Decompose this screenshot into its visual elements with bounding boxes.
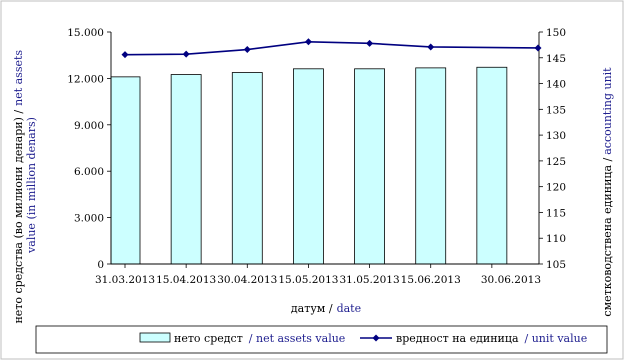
legend-box <box>35 325 608 354</box>
y-left-tick-label: 12.000 <box>67 73 104 85</box>
legend-line-label-mk: вредност на единица <box>396 332 519 345</box>
right-tick-labels: 105 110 115 120 125 130 135 140 145 150 <box>546 27 566 271</box>
bar-5 <box>354 68 385 265</box>
y-right-label: сметководствена единица / accounting unit <box>601 67 614 317</box>
x-tick-label: 15.06.2013 <box>401 274 461 286</box>
legend-bar-swatch <box>139 332 171 343</box>
y-right-tick-label: 115 <box>546 207 566 219</box>
unit-value-point-3 <box>243 46 251 54</box>
x-tick-label: 31.05.2013 <box>340 274 400 286</box>
unit-value-point-4 <box>304 38 312 46</box>
x-tick-labels: 31.03.2013 15.04.2013 30.04.2013 15.05.2013… <box>95 274 541 286</box>
y-left-label-en-1: net assets <box>12 50 25 106</box>
legend-line-label: вредност на единица / unit value <box>396 332 587 345</box>
x-axis-label: датум / date <box>291 302 361 315</box>
y-left-label: нето средства (во милиони денари) / net a… <box>12 46 38 323</box>
bar-6 <box>415 67 447 265</box>
y-left-tick-label: 15.000 <box>67 27 104 39</box>
unit-value-point-5 <box>366 39 374 47</box>
unit-value-point-7 <box>534 44 542 52</box>
y-left-label-mk: нето средства (во милиони денари) / <box>12 110 25 324</box>
bar-1 <box>110 76 141 265</box>
x-axis-label-mk: датум / <box>291 302 333 315</box>
x-tick-label: 30.06.2013 <box>481 274 541 286</box>
bar-3 <box>231 72 263 265</box>
legend: нето средст / net assets value вредност н… <box>35 325 608 354</box>
unit-value-line-group <box>121 38 542 59</box>
x-tick-label: 31.03.2013 <box>95 274 155 286</box>
y-right-tick-label: 140 <box>546 79 566 91</box>
bar-2 <box>170 74 202 265</box>
unit-value-point-2 <box>182 50 190 58</box>
bar-7 <box>476 66 508 265</box>
axes-group <box>107 31 543 268</box>
bar-4 <box>293 68 324 265</box>
y-left-tick-label: 0 <box>97 259 104 271</box>
unit-value-point-6 <box>427 43 435 51</box>
unit-value-point-1 <box>121 51 129 59</box>
legend-bar-label-en: / net assets value <box>249 332 346 345</box>
y-right-tick-label: 105 <box>546 259 566 271</box>
legend-line-label-en: / unit value <box>525 332 588 345</box>
x-axis-label-en: date <box>337 302 362 315</box>
y-right-tick-label: 150 <box>546 27 566 39</box>
x-tick-label: 15.04.2013 <box>156 274 216 286</box>
y-right-tick-label: 145 <box>546 53 566 65</box>
y-right-label-en: accounting unit <box>601 67 614 155</box>
y-right-label-mk: сметководствена единица / <box>601 157 614 316</box>
y-right-tick-label: 120 <box>546 182 566 194</box>
bars-group <box>110 66 508 265</box>
y-left-tick-label: 9.000 <box>74 120 104 132</box>
y-left-tick-label: 6.000 <box>74 166 104 178</box>
left-tick-labels: 0 3.000 6.000 9.000 12.000 15.000 <box>67 27 104 271</box>
legend-bar-label-mk: нето средст <box>174 332 243 345</box>
x-tick-label: 15.05.2013 <box>278 274 338 286</box>
y-right-tick-label: 135 <box>546 104 566 116</box>
y-right-tick-label: 130 <box>546 130 566 142</box>
y-left-tick-label: 3.000 <box>74 213 104 225</box>
y-right-tick-label: 110 <box>546 233 566 245</box>
y-left-label-en-2: value (in million denars) <box>25 117 38 254</box>
x-tick-label: 30.04.2013 <box>217 274 277 286</box>
legend-bar-label: нето средст / net assets value <box>174 332 345 345</box>
legend-line-marker <box>372 334 380 342</box>
y-right-tick-label: 125 <box>546 156 566 168</box>
